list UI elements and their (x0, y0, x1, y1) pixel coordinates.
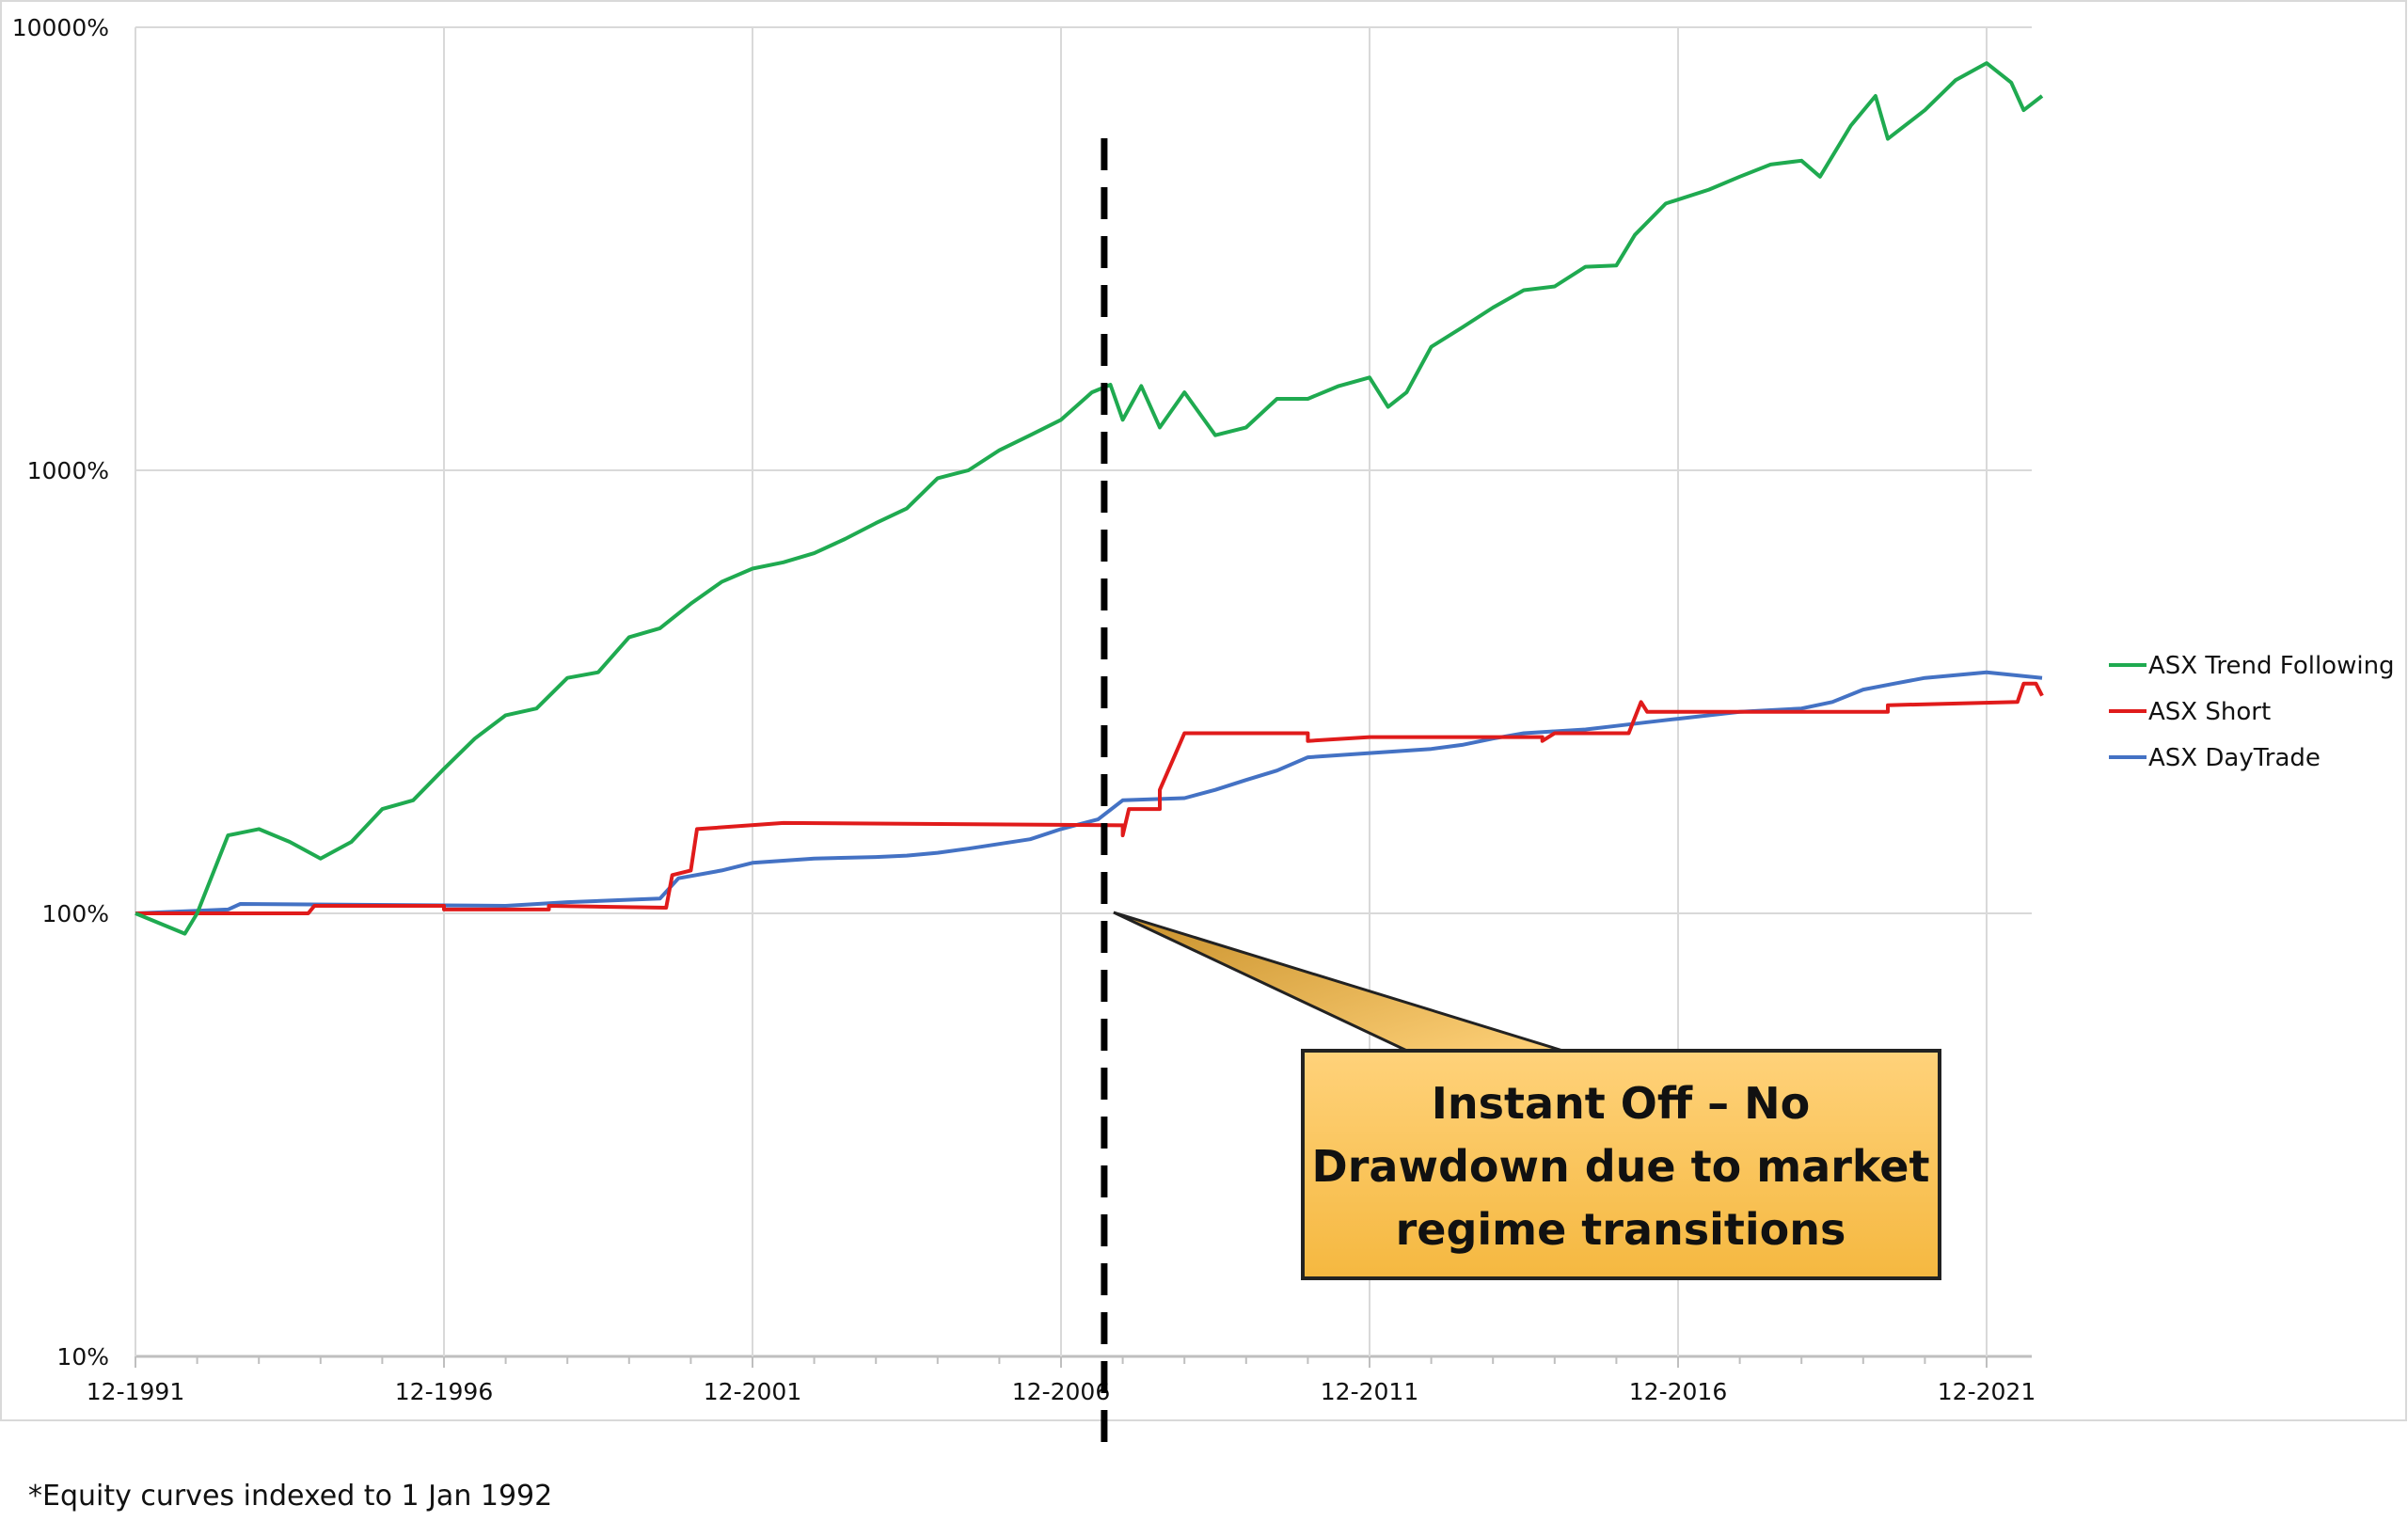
legend-label: ASX Short (2148, 698, 2271, 726)
x-tick-label: 12-2001 (704, 1378, 801, 1405)
legend-label: ASX Trend Following (2148, 652, 2395, 680)
callout-box (1301, 1049, 1941, 1280)
x-tick-label: 12-1991 (87, 1378, 184, 1405)
chart-frame (0, 0, 2407, 1421)
y-tick-label: 100% (42, 900, 109, 927)
footnote: *Equity curves indexed to 1 Jan 1992 (28, 1480, 553, 1513)
x-tick-label: 12-2016 (1629, 1378, 1727, 1405)
callout-text: Instant Off – No (1432, 1078, 1811, 1129)
axes: 10% 100% 1000% 10000% 12-1991 12-1996 12-2001 1… (12, 14, 2036, 1405)
y-tick-label: 10% (56, 1343, 109, 1371)
callout-pointer (1113, 911, 1570, 1054)
series-line-asx-trend-following (135, 61, 2044, 936)
y-tick-label: 1000% (27, 457, 109, 484)
x-tick-label: 12-1996 (395, 1378, 493, 1405)
y-tick-label: 10000% (12, 14, 109, 41)
annotation: Instant Off – No Drawdown due to market re… (1101, 138, 1941, 1459)
gridlines (135, 26, 2032, 1358)
legend-label: ASX DayTrade (2148, 744, 2321, 772)
legend: ASX Trend Following ASX Short ASX DayTrade (2109, 652, 2395, 772)
x-tick-label: 12-2011 (1321, 1378, 1418, 1405)
callout-text: regime transitions (1396, 1204, 1846, 1255)
x-tick-label: 12-2021 (1938, 1378, 2036, 1405)
series-line-asx-short (135, 681, 2044, 915)
series-lines (135, 61, 2044, 936)
x-tick-label: 12-2006 (1012, 1378, 1110, 1405)
callout-text: Drawdown due to market (1312, 1141, 1930, 1192)
